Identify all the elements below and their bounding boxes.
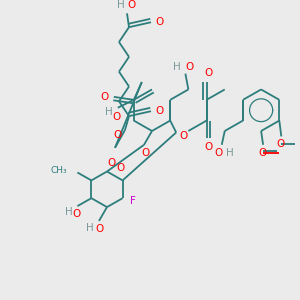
Text: O: O bbox=[72, 209, 80, 219]
Text: O: O bbox=[276, 139, 284, 149]
Text: O: O bbox=[127, 0, 135, 11]
Text: O: O bbox=[258, 148, 266, 158]
Text: CH₃: CH₃ bbox=[51, 166, 68, 175]
Text: H: H bbox=[173, 62, 181, 72]
Text: O: O bbox=[96, 224, 104, 234]
Text: H: H bbox=[105, 107, 113, 117]
Text: O: O bbox=[108, 158, 116, 168]
Text: O: O bbox=[117, 163, 125, 173]
Text: H: H bbox=[117, 0, 125, 11]
Text: O: O bbox=[101, 92, 109, 102]
Text: O: O bbox=[204, 68, 213, 78]
Text: F: F bbox=[130, 196, 136, 206]
Text: H: H bbox=[64, 207, 72, 217]
Text: O: O bbox=[204, 142, 213, 152]
Text: O: O bbox=[155, 106, 163, 116]
Text: O: O bbox=[142, 148, 150, 158]
Text: H: H bbox=[226, 148, 234, 158]
Text: O: O bbox=[179, 131, 187, 141]
Text: O: O bbox=[113, 112, 121, 122]
Text: H: H bbox=[86, 223, 94, 233]
Text: O: O bbox=[155, 17, 163, 27]
Text: O: O bbox=[214, 148, 223, 158]
Text: O: O bbox=[185, 62, 194, 72]
Text: O: O bbox=[113, 130, 121, 140]
